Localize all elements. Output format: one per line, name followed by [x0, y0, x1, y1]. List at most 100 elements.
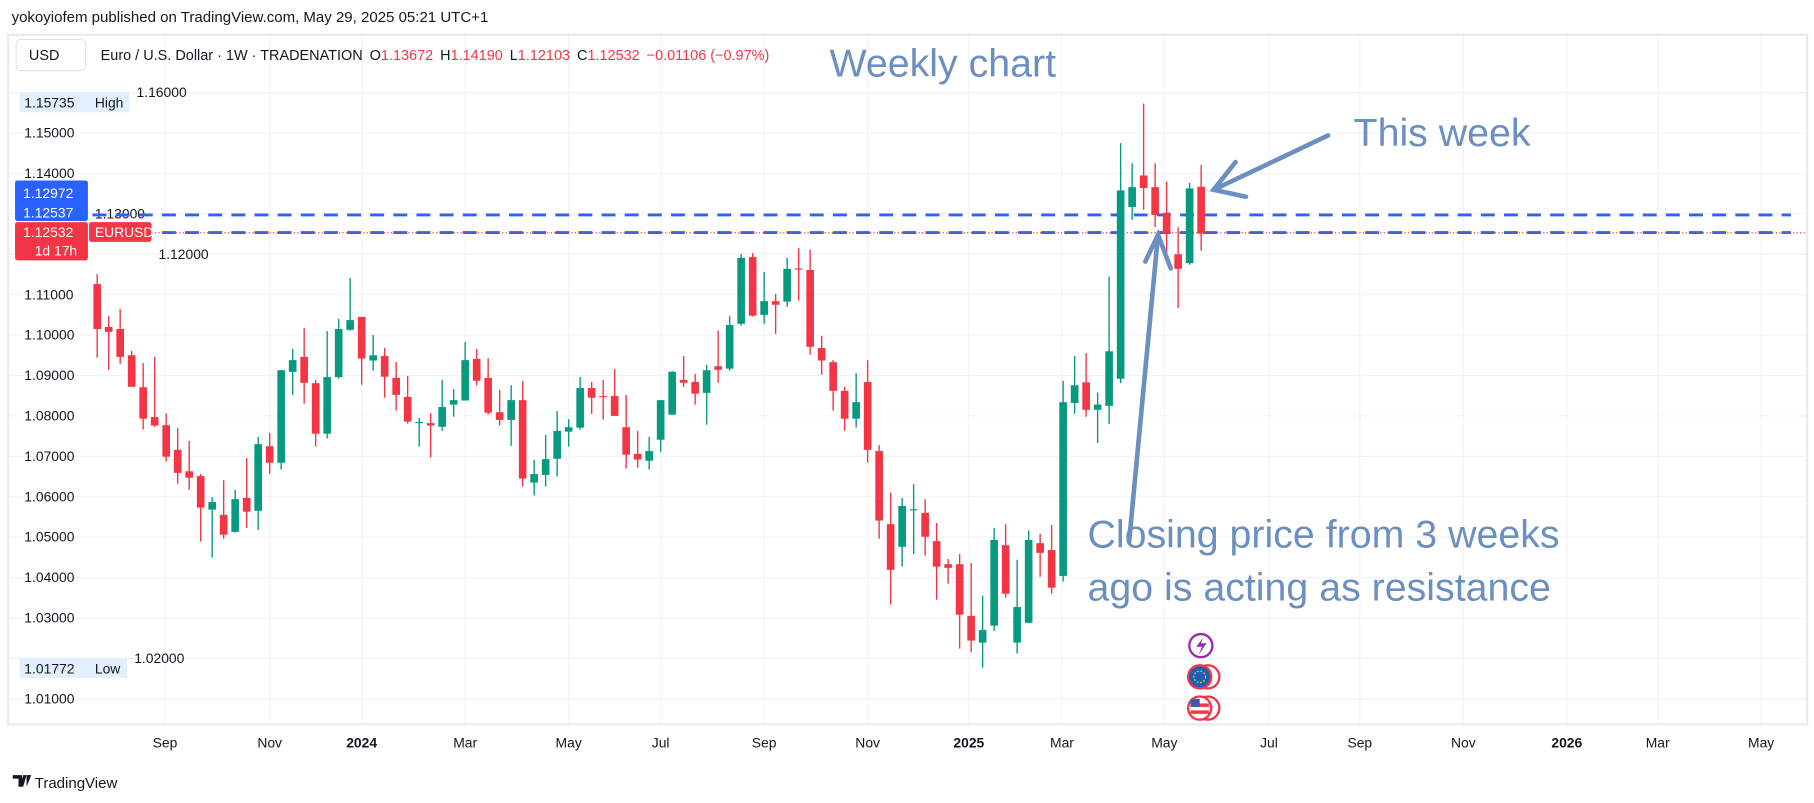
price-tick-label: 1.14000	[24, 165, 74, 181]
annotation-title[interactable]: Weekly chart	[829, 41, 1056, 85]
candle-body	[472, 358, 481, 381]
candle	[886, 492, 895, 605]
low-value: 1.12103	[518, 48, 570, 64]
candle	[323, 331, 331, 439]
price-tick-label: 1.05000	[24, 529, 74, 545]
time-tick-label: Nov	[855, 734, 880, 750]
candle	[1036, 533, 1044, 577]
candle-body	[518, 400, 527, 479]
annotation-this-week[interactable]: This week	[1354, 111, 1531, 155]
candle-body	[1070, 385, 1079, 403]
candle	[691, 373, 699, 405]
candle-body	[748, 257, 757, 316]
time-tick-label: Nov	[1451, 734, 1476, 750]
candle	[185, 440, 193, 490]
lightning-event-icon[interactable]	[1188, 632, 1214, 659]
candle-body	[530, 474, 538, 483]
candle	[599, 379, 607, 420]
horizontal-lines[interactable]	[92, 213, 1806, 234]
candle-body	[242, 497, 251, 512]
candle	[725, 316, 734, 371]
candle-body	[863, 381, 872, 450]
candle	[783, 257, 791, 307]
low-marker-label: Low	[95, 660, 121, 676]
candle-body	[1128, 187, 1136, 207]
candle	[231, 489, 239, 533]
candle-body	[254, 444, 262, 511]
candle-body	[610, 396, 619, 416]
eu-flag-event-icon[interactable]	[1186, 664, 1221, 690]
candle-body	[1139, 175, 1148, 188]
candle	[530, 459, 538, 496]
candle	[748, 253, 757, 317]
candle-body	[1013, 607, 1021, 643]
candle-body	[93, 284, 101, 330]
candle	[139, 362, 147, 430]
candle	[461, 341, 469, 401]
candle	[806, 249, 814, 355]
candle-body	[1001, 545, 1010, 594]
arrow-resistance[interactable]	[1126, 229, 1174, 544]
candle	[668, 371, 676, 415]
tradingview-brand: TradingView	[35, 775, 118, 792]
candle	[978, 595, 987, 668]
candle	[541, 434, 550, 487]
low-label: L	[510, 48, 518, 64]
time-tick-label: Nov	[257, 734, 282, 750]
candle-body	[829, 362, 837, 391]
tradingview-logo[interactable]: TradingView	[12, 775, 118, 792]
candle-body	[461, 360, 469, 401]
candle	[587, 381, 596, 414]
price-tick-label: 1.13000	[95, 205, 145, 221]
candle	[564, 419, 573, 447]
arrow-this-week[interactable]	[1209, 133, 1331, 200]
high-marker-label: High	[95, 95, 124, 111]
symbol-tag: EURUSD	[95, 224, 154, 240]
high-marker-value: 1.15735	[24, 95, 74, 111]
candle	[737, 253, 745, 326]
candle	[472, 348, 481, 386]
candle	[346, 278, 354, 331]
currency-label: USD	[29, 48, 60, 64]
annotation-resistance-line2[interactable]: ago is acting as resistance	[1087, 565, 1550, 609]
candle	[208, 497, 216, 558]
price-tick-label: 1.01000	[24, 690, 74, 706]
time-tick-label: Sep	[153, 734, 178, 750]
us-flag-event-icon[interactable]	[1186, 695, 1221, 721]
tradingview-logo-icon	[12, 775, 32, 787]
candle	[1128, 163, 1136, 220]
candle	[967, 562, 975, 653]
candle	[1162, 181, 1171, 255]
candle-body	[1047, 550, 1056, 588]
candle-body	[357, 316, 366, 359]
candle	[495, 390, 504, 426]
price-axis[interactable]: 1.01000 1.02000 1.03000 1.04000 1.05000 1.060…	[24, 84, 209, 706]
price-tick-label: 1.07000	[24, 448, 74, 464]
price-tick-label: 1.15000	[24, 125, 74, 141]
time-axis[interactable]: Sep Nov 2024 Mar May Jul Sep Nov 2025 Mar May Jul Se…	[153, 734, 1775, 750]
price-tick-label: 1.02000	[134, 650, 184, 666]
high-value: 1.14190	[451, 48, 503, 64]
candle	[898, 497, 906, 567]
candle-body	[875, 451, 883, 521]
candle	[1013, 559, 1021, 654]
last-price-label: 1.12532 EURUSD 1d 17h	[15, 222, 154, 261]
candle-body	[587, 388, 596, 398]
currency-button[interactable]	[15, 38, 87, 72]
candle-body	[1116, 190, 1125, 379]
candle	[300, 328, 308, 404]
candle-body	[668, 371, 676, 415]
time-tick-label: 2025	[953, 734, 984, 750]
candle-body	[932, 541, 941, 567]
time-tick-label: Mar	[1646, 734, 1670, 750]
candle-body	[806, 270, 814, 347]
candle-body	[771, 301, 780, 305]
candle-body	[127, 355, 136, 387]
annotation-resistance-line1[interactable]: Closing price from 3 weeks	[1087, 512, 1559, 556]
time-tick-label: Jul	[652, 734, 670, 750]
symbol-legend[interactable]: Euro / U.S. Dollar · 1W · TRADENATION O1.…	[101, 48, 770, 64]
candle	[357, 316, 366, 385]
candle-body	[737, 257, 745, 324]
last-price: 1.12532	[23, 224, 73, 240]
candle-body	[1059, 402, 1067, 576]
